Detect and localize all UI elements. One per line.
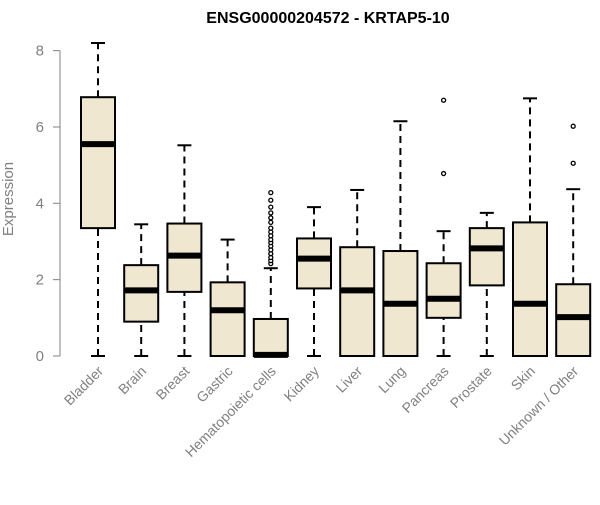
outlier-point [268,219,274,226]
outlier-point [440,170,447,177]
x-category-label: Brain [115,363,149,397]
outlier-point [570,160,576,166]
box-group [80,42,116,357]
iqr-box [555,283,592,357]
x-category-label: Liver [333,363,366,396]
iqr-box [209,281,246,357]
outlier-point [268,204,274,210]
y-axis-title: Expression [0,162,17,236]
box-group [252,189,289,358]
x-category-label: Prostate [447,363,495,411]
x-category-label: Gastric [193,363,236,406]
y-tick-label: 2 [36,272,44,289]
x-category-label: Breast [153,363,193,403]
box-group [555,123,592,357]
outlier-point [268,197,274,203]
y-tick-label: 6 [36,119,44,136]
box-group [339,188,376,357]
box-group [512,97,548,357]
iqr-box [123,264,160,323]
box-group [296,206,332,357]
y-tick-label: 4 [36,195,44,212]
iqr-box [425,262,462,319]
x-category-label: Kidney [281,363,323,405]
x-category-label: Skin [508,363,539,394]
iqr-box [80,96,116,230]
iqr-box [296,237,332,290]
outlier-point [268,215,274,221]
y-tick-label: 0 [36,348,44,365]
chart-title: ENSG00000204572 - KRTAP5-10 [206,10,449,27]
box-group [166,144,203,357]
outlier-point [440,97,447,103]
x-category-label: Lung [375,363,408,396]
plot-marks [80,42,592,358]
outlier-point [268,189,274,196]
box-group [425,97,462,357]
box-group [123,223,160,357]
outlier-point [268,210,274,216]
iqr-box [512,221,548,357]
iqr-box [339,246,376,357]
x-category-label: Pancreas [399,363,452,416]
box-group [209,238,246,357]
outlier-point [570,123,576,129]
x-category-label: Bladder [61,363,107,409]
iqr-box [252,317,289,358]
outlier-point [268,225,274,231]
y-tick-label: 8 [36,43,44,60]
box-group [468,211,505,357]
x-category-label: Unknown / Other [496,363,582,449]
iqr-box [468,227,505,287]
box-group [382,120,419,357]
y-axis: 0 2 4 6 8 [36,43,61,365]
